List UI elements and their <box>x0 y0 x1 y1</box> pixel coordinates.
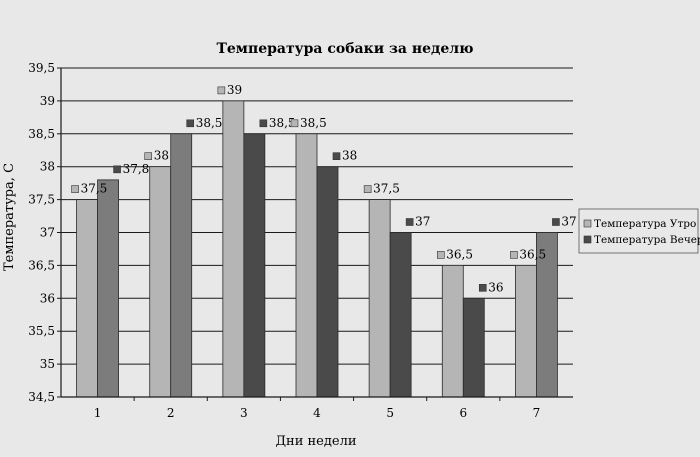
legend-box <box>578 208 699 254</box>
bar-morning <box>515 264 537 398</box>
data-label-evening: 36 <box>488 280 503 294</box>
data-label-morning: 37,5 <box>373 182 400 196</box>
x-tick-label: 5 <box>386 406 394 420</box>
label-marker-morning <box>510 251 518 259</box>
data-label-morning: 36,5 <box>519 247 546 261</box>
y-tick-label: 39,5 <box>28 61 55 75</box>
x-tick-label: 1 <box>94 406 102 420</box>
y-tick-label: 37,5 <box>28 193 55 207</box>
y-tick-label: 37 <box>40 226 55 240</box>
y-tick-label: 36,5 <box>28 258 55 272</box>
data-label-morning: 36,5 <box>446 247 473 261</box>
data-label-morning: 37,5 <box>81 182 108 196</box>
y-tick-label: 39 <box>40 94 55 108</box>
bar-morning <box>76 199 98 398</box>
y-tick-label: 38,5 <box>28 127 55 141</box>
y-axis-label: Температура, С <box>2 163 17 271</box>
x-tick-label: 3 <box>240 406 248 420</box>
label-marker-morning <box>217 86 226 95</box>
bar-evening <box>389 232 412 398</box>
bar-morning <box>368 199 391 398</box>
label-marker-morning <box>144 152 153 160</box>
y-tick-label: 34,5 <box>28 390 55 404</box>
bar-morning <box>295 133 318 398</box>
label-marker-evening <box>405 218 414 226</box>
data-label-evening: 37 <box>561 215 576 229</box>
legend: Температура Утро Температура Вечер <box>578 208 700 254</box>
bar-evening <box>243 133 266 398</box>
x-tick-label: 2 <box>167 406 175 420</box>
y-tick-label: 36 <box>40 291 55 305</box>
legend-swatch-evening <box>583 235 592 244</box>
label-marker-evening <box>113 165 121 174</box>
label-marker-evening <box>332 152 341 160</box>
bar-evening <box>462 297 485 398</box>
bar-evening <box>170 133 193 398</box>
bar-morning <box>441 264 464 398</box>
label-marker-morning <box>71 185 79 193</box>
data-label-evening: 37,8 <box>123 162 150 176</box>
label-marker-morning <box>290 119 299 128</box>
data-label-morning: 38,5 <box>300 116 327 130</box>
data-label-evening: 38 <box>342 149 357 163</box>
label-marker-evening <box>259 119 268 128</box>
chart-title: Температура собаки за неделю <box>216 41 473 57</box>
y-tick-label: 35,5 <box>28 324 55 338</box>
data-label-morning: 39 <box>227 83 242 97</box>
label-marker-evening <box>186 119 195 128</box>
legend-swatch-morning <box>583 219 592 228</box>
bar-morning <box>222 100 245 398</box>
x-tick-label: 6 <box>459 406 467 420</box>
data-label-morning: 38 <box>154 149 169 163</box>
data-label-evening: 38,5 <box>196 116 223 130</box>
x-tick-label: 7 <box>533 406 541 420</box>
bar-evening <box>97 179 119 398</box>
y-tick-labels: 34,5 35 35,5 36 36,5 37 37,5 38 38,5 39 39,5 <box>28 61 55 404</box>
data-label-evening: 37 <box>415 215 430 229</box>
x-axis-label: Дни недели <box>275 434 356 449</box>
label-marker-morning <box>363 185 372 193</box>
label-marker-evening <box>478 283 487 292</box>
legend-entry-morning: Температура Утро <box>594 218 696 230</box>
bar-evening <box>316 166 339 398</box>
label-marker-morning <box>436 251 445 259</box>
legend-entry-evening: Температура Вечер <box>594 234 700 246</box>
y-tick-label: 35 <box>40 357 55 371</box>
data-labels: 37,5 37,8 38 38,5 39 38,5 38,5 38 37,5 37 36,5 36 36… <box>71 83 577 294</box>
y-tick-label: 38 <box>40 160 55 174</box>
axes <box>60 68 573 398</box>
x-tick-label: 4 <box>313 406 321 420</box>
data-label-evening: 38,5 <box>269 116 296 130</box>
x-tick-labels: 1 2 3 4 5 6 7 <box>94 406 540 420</box>
label-marker-evening <box>552 218 560 226</box>
bar-morning <box>149 166 172 398</box>
